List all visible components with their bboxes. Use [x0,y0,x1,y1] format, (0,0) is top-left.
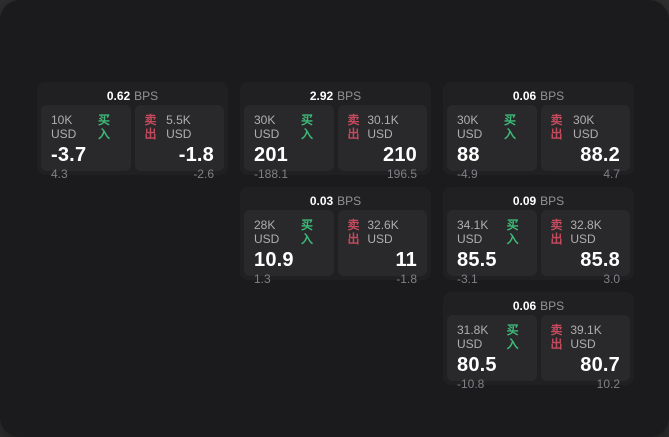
sell-label: 卖出 [550,113,563,141]
buy-delta: -4.9 [457,167,478,181]
sell-amount: 39.1K USD [570,323,602,351]
sell-amount: 32.6K USD [367,218,399,246]
sell-amount: 32.8K USD [570,218,602,246]
quote-card: 0.62 BPS 10K USD 买入 -3.7 4.3 卖出 5.5K USD [37,82,228,181]
buy-amount: 34.1K USD [457,218,489,246]
buy-price: -3.7 [51,144,87,166]
card-header: 2.92 BPS [244,86,427,105]
buy-panel[interactable]: 28K USD 买入 10.9 1.3 [244,210,334,286]
buy-panel[interactable]: 34.1K USD 买入 85.5 -3.1 [447,210,537,286]
sell-amount: 30K USD [573,113,599,141]
sell-delta: -1.8 [396,272,417,286]
bps-unit: BPS [337,88,362,103]
card-header: 0.09 BPS [447,191,630,210]
sell-panel[interactable]: 卖出 39.1K USD 80.7 10.2 [540,315,630,391]
quote-card: 0.03 BPS 28K USD 买入 10.9 1.3 卖出 32.6K US… [240,187,431,286]
buy-delta: -3.1 [457,272,478,286]
card-body: 34.1K USD 买入 85.5 -3.1 卖出 32.8K USD 85.8… [447,210,630,286]
sell-price: 80.7 [580,354,620,376]
card-header: 0.03 BPS [244,191,427,210]
card-header: 0.62 BPS [41,86,224,105]
buy-label: 买入 [506,218,519,246]
quote-card: 0.06 BPS 30K USD 买入 88 -4.9 卖出 30K USD [443,82,634,181]
buy-price: 80.5 [457,354,497,376]
sell-panel[interactable]: 卖出 30.1K USD 210 196.5 [337,105,427,181]
sell-price: 11 [395,249,417,271]
card-body: 30K USD 买入 201 -188.1 卖出 30.1K USD 210 1… [244,105,427,181]
bps-value: 0.06 [512,298,537,313]
buy-amount: 10K USD [51,113,77,141]
buy-amount: 30K USD [457,113,483,141]
buy-panel[interactable]: 31.8K USD 买入 80.5 -10.8 [447,315,537,391]
bps-unit: BPS [337,193,362,208]
buy-panel[interactable]: 10K USD 买入 -3.7 4.3 [41,105,131,181]
buy-label: 买入 [503,113,516,141]
bps-unit: BPS [134,88,159,103]
bps-value: 0.62 [106,88,131,103]
sell-label: 卖出 [347,113,360,141]
quote-card: 2.92 BPS 30K USD 买入 201 -188.1 卖出 30.1K … [240,82,431,181]
bps-value: 0.03 [309,193,334,208]
quote-card: 0.09 BPS 34.1K USD 买入 85.5 -3.1 卖出 32.8K… [443,187,634,286]
buy-delta: 4.3 [51,167,68,181]
bps-value: 0.09 [512,193,537,208]
sell-delta: 10.2 [596,377,620,391]
card-body: 31.8K USD 买入 80.5 -10.8 卖出 39.1K USD 80.… [447,315,630,391]
sell-delta: 196.5 [386,167,417,181]
bps-unit: BPS [540,193,565,208]
sell-label: 卖出 [347,218,360,246]
card-body: 10K USD 买入 -3.7 4.3 卖出 5.5K USD -1.8 -2.… [41,105,224,181]
buy-price: 10.9 [254,249,294,271]
buy-delta: -10.8 [457,377,485,391]
card-header: 0.06 BPS [447,296,630,315]
sell-amount: 5.5K USD [166,113,192,141]
buy-price: 201 [254,144,288,166]
sell-panel[interactable]: 卖出 32.8K USD 85.8 3.0 [540,210,630,286]
buy-amount: 31.8K USD [457,323,489,351]
buy-delta: -188.1 [254,167,289,181]
sell-delta: -2.6 [193,167,214,181]
buy-label: 买入 [300,113,313,141]
bps-unit: BPS [540,298,565,313]
sell-delta: 3.0 [603,272,620,286]
buy-price: 85.5 [457,249,497,271]
sell-price: 210 [383,144,417,166]
sell-panel[interactable]: 卖出 5.5K USD -1.8 -2.6 [134,105,224,181]
sell-amount: 30.1K USD [367,113,399,141]
buy-delta: 1.3 [254,272,271,286]
buy-label: 买入 [97,113,110,141]
quote-card-grid: 0.62 BPS 10K USD 买入 -3.7 4.3 卖出 5.5K USD [37,82,634,391]
buy-label: 买入 [300,218,313,246]
sell-price: 88.2 [580,144,620,166]
sell-panel[interactable]: 卖出 30K USD 88.2 4.7 [540,105,630,181]
buy-panel[interactable]: 30K USD 买入 201 -188.1 [244,105,334,181]
card-header: 0.06 BPS [447,86,630,105]
sell-panel[interactable]: 卖出 32.6K USD 11 -1.8 [337,210,427,286]
quote-card: 0.06 BPS 31.8K USD 买入 80.5 -10.8 卖出 39.1… [443,292,634,391]
card-body: 30K USD 买入 88 -4.9 卖出 30K USD 88.2 4.7 [447,105,630,181]
bps-value: 2.92 [309,88,334,103]
bps-unit: BPS [540,88,565,103]
sell-price: -1.8 [178,144,214,166]
buy-label: 买入 [506,323,519,351]
buy-amount: 28K USD [254,218,280,246]
sell-label: 卖出 [550,218,563,246]
sell-label: 卖出 [550,323,563,351]
sell-price: 85.8 [580,249,620,271]
sell-delta: 4.7 [603,167,620,181]
buy-amount: 30K USD [254,113,280,141]
buy-price: 88 [457,144,480,166]
bps-value: 0.06 [512,88,537,103]
card-body: 28K USD 买入 10.9 1.3 卖出 32.6K USD 11 -1.8 [244,210,427,286]
sell-label: 卖出 [144,113,157,141]
buy-panel[interactable]: 30K USD 买入 88 -4.9 [447,105,537,181]
